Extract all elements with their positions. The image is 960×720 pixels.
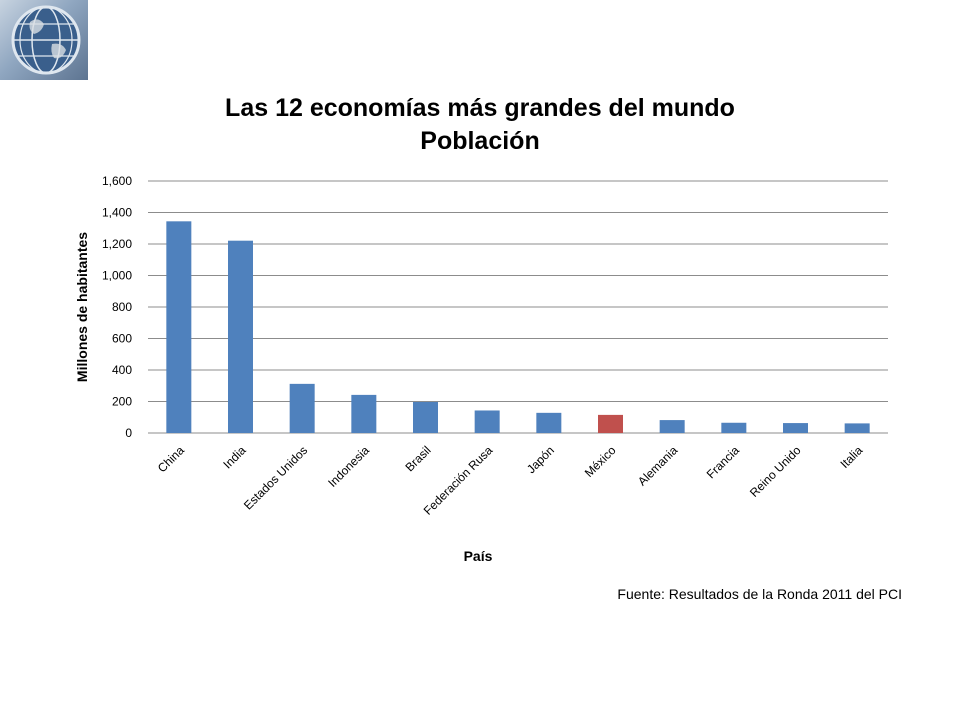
chart-title-line-1: Las 12 economías más grandes del mundo	[225, 94, 735, 122]
bar-federación-rusa	[474, 410, 500, 433]
x-tick-label: Italia	[837, 443, 865, 471]
bar-brasil	[413, 401, 438, 433]
y-tick-label: 800	[112, 300, 132, 314]
y-tick-label: 600	[112, 332, 132, 346]
x-tick-label: Francia	[704, 443, 742, 481]
bar-indonesia	[351, 394, 377, 433]
chart-title: Las 12 economías más grandes del mundo P…	[0, 92, 960, 158]
grid-lines	[148, 180, 888, 434]
x-tick-label: India	[220, 443, 249, 472]
y-tick-label: 1,200	[102, 237, 132, 251]
chart-title-line-2: Población	[420, 127, 540, 155]
x-tick-label: Japón	[524, 443, 557, 476]
x-axis-label: País	[464, 548, 493, 564]
x-tick-label: México	[582, 443, 619, 480]
bar-francia	[721, 422, 747, 433]
y-tick-label: 200	[112, 395, 132, 409]
x-tick-label: Alemania	[635, 443, 681, 489]
bar-méxico	[598, 414, 623, 433]
bar-reino-unido	[783, 423, 808, 433]
y-axis-label: Millones de habitantes	[74, 232, 90, 382]
globe-icon	[11, 5, 81, 75]
x-tick-label: Estados Unidos	[241, 443, 310, 512]
bar-alemania	[659, 420, 685, 433]
x-tick-label: Reino Unido	[747, 443, 804, 500]
y-tick-label: 1,000	[102, 269, 132, 283]
bar-italia	[844, 423, 870, 433]
x-tick-label: Brasil	[402, 443, 433, 474]
source-note: Fuente: Resultados de la Ronda 2011 del …	[617, 586, 902, 602]
x-tick-label: Indonesia	[325, 443, 372, 490]
y-axis-ticks: 0 200 400 600 800 1,000 1,200 1,400 1,600	[102, 174, 132, 440]
bar-japón	[536, 412, 562, 433]
bar-china	[166, 221, 192, 433]
y-tick-label: 0	[125, 426, 132, 440]
y-tick-label: 400	[112, 363, 132, 377]
bar-estados-unidos	[289, 383, 315, 433]
x-tick-label: China	[155, 443, 187, 475]
bars	[166, 221, 870, 433]
y-tick-label: 1,600	[102, 174, 132, 188]
y-tick-label: 1,400	[102, 206, 132, 220]
globe-logo	[0, 0, 88, 80]
bar-india	[228, 240, 253, 433]
